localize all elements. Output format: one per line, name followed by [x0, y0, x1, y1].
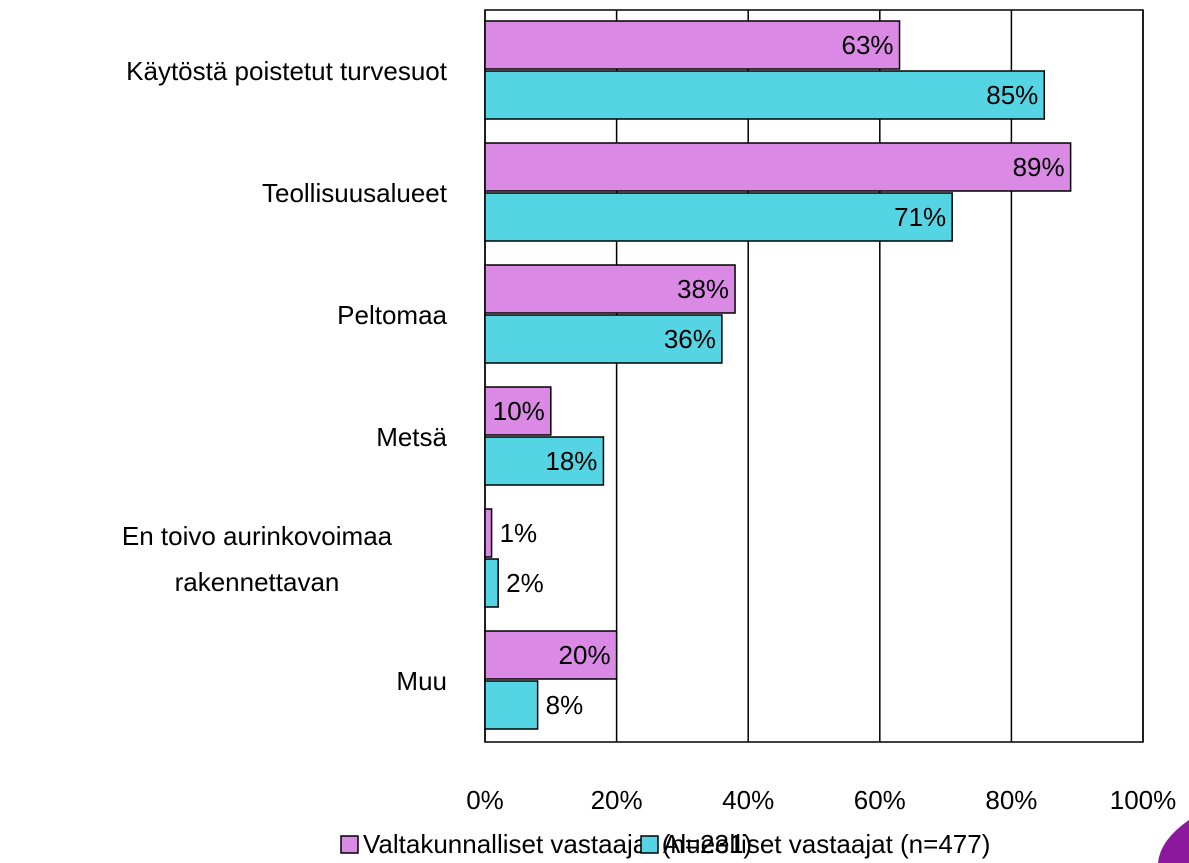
data-label: 36% — [664, 324, 716, 354]
y-tick-label: Peltomaa — [337, 300, 447, 330]
bar — [484, 630, 618, 680]
x-tick-label: 60% — [854, 785, 906, 815]
y-tick-label: Teollisuusalueet — [261, 178, 447, 208]
bar — [484, 192, 953, 242]
bar — [484, 314, 723, 364]
data-label: 71% — [894, 202, 946, 232]
y-tick-label: Metsä — [376, 422, 447, 452]
bar — [484, 142, 1072, 192]
legend-label: Alueelliset vastaajat (n=477) — [663, 829, 990, 859]
bar — [484, 386, 552, 436]
legend-swatch — [340, 835, 359, 854]
x-tick-label: 100% — [1110, 785, 1177, 815]
data-label: 38% — [677, 274, 729, 304]
x-tick-label: 40% — [722, 785, 774, 815]
x-tick-label: 80% — [985, 785, 1037, 815]
category-label-box: Muu — [396, 666, 447, 696]
logo-fragment — [1158, 820, 1189, 863]
data-label: 18% — [545, 446, 597, 476]
category-label-box: Metsä — [376, 422, 447, 452]
bar — [484, 680, 539, 730]
data-label: 20% — [559, 640, 611, 670]
data-label: 10% — [493, 396, 545, 426]
category-label-box: Käytöstä poistetut turvesuot — [126, 56, 447, 86]
legend-label: Valtakunnalliset vastaajat (n=231) — [363, 829, 752, 859]
category-label-box: Teollisuusalueet — [261, 178, 447, 208]
data-label: 63% — [841, 30, 893, 60]
legend-swatch — [640, 835, 659, 854]
bar — [484, 70, 1046, 120]
bar — [484, 508, 493, 558]
bar — [484, 20, 901, 70]
y-tick-label: Käytöstä poistetut turvesuot — [126, 56, 447, 86]
x-tick-label: 20% — [591, 785, 643, 815]
plot-frame — [484, 9, 1144, 743]
y-tick-label: En toivo aurinkovoimaa rakennettavan — [121, 521, 393, 597]
data-label: 1% — [500, 518, 538, 548]
category-label-box: Peltomaa — [337, 300, 447, 330]
data-label: 2% — [506, 568, 544, 598]
category-label-box: En toivo aurinkovoimaa rakennettavan — [121, 521, 393, 597]
bar — [484, 436, 605, 486]
bar — [484, 264, 736, 314]
data-label: 85% — [986, 80, 1038, 110]
x-tick-label: 0% — [466, 785, 504, 815]
y-tick-label: Muu — [396, 666, 447, 696]
data-label: 89% — [1013, 152, 1065, 182]
data-label: 8% — [546, 690, 584, 720]
bar — [484, 558, 499, 608]
